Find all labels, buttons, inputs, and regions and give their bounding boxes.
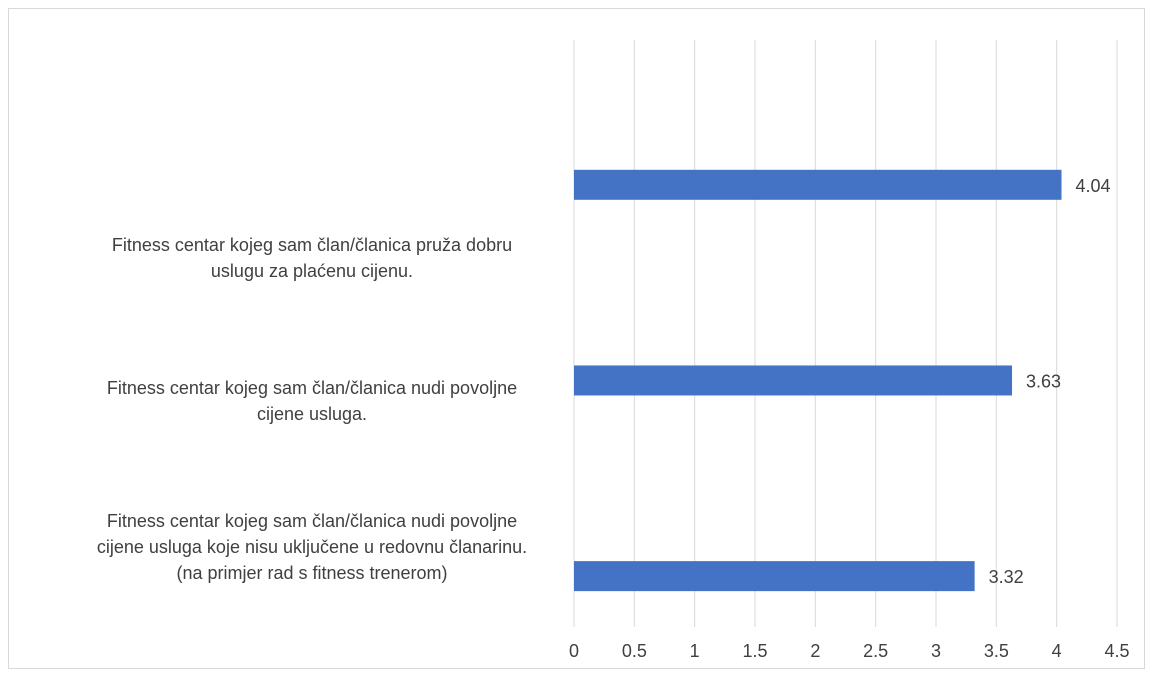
chart-frame bbox=[8, 8, 1145, 669]
x-tick-label: 0.5 bbox=[622, 641, 647, 661]
x-tick-label: 3 bbox=[931, 641, 941, 661]
x-tick-label: 1 bbox=[690, 641, 700, 661]
x-tick-label: 2 bbox=[810, 641, 820, 661]
bar bbox=[574, 561, 975, 592]
category-label: Fitness centar kojeg sam član/članica nu… bbox=[107, 511, 517, 531]
category-label: cijene usluga koje nisu uključene u redo… bbox=[97, 537, 527, 557]
x-tick-label: 4 bbox=[1052, 641, 1062, 661]
category-label: cijene usluga. bbox=[257, 404, 367, 424]
data-label: 3.32 bbox=[989, 567, 1024, 587]
x-tick-label: 1.5 bbox=[742, 641, 767, 661]
x-tick-label: 0 bbox=[569, 641, 579, 661]
bar bbox=[574, 169, 1062, 200]
category-label: (na primjer rad s fitness trenerom) bbox=[176, 563, 447, 583]
x-tick-label: 4.5 bbox=[1104, 641, 1129, 661]
x-tick-label: 3.5 bbox=[984, 641, 1009, 661]
data-label: 4.04 bbox=[1075, 176, 1110, 196]
category-label: uslugu za plaćenu cijenu. bbox=[211, 261, 413, 281]
category-label: Fitness centar kojeg sam član/članica nu… bbox=[107, 378, 517, 398]
x-tick-label: 2.5 bbox=[863, 641, 888, 661]
data-label: 3.63 bbox=[1026, 371, 1061, 391]
bar bbox=[574, 365, 1013, 396]
category-label: Fitness centar kojeg sam član/članica pr… bbox=[112, 235, 512, 255]
